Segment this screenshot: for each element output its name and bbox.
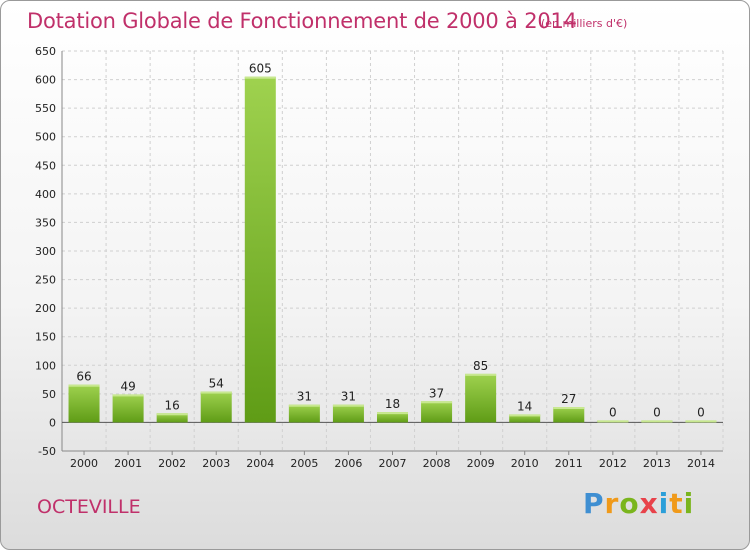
y-tick-label: -50 (38, 445, 56, 458)
x-tick-label: 2013 (643, 457, 671, 470)
value-label: 14 (517, 399, 532, 413)
bar-highlight (465, 373, 497, 376)
x-tick-label: 2005 (290, 457, 318, 470)
bar-highlight (200, 391, 232, 394)
y-tick-label: 500 (35, 131, 56, 144)
bar (377, 412, 408, 423)
y-tick-label: 300 (35, 245, 56, 258)
bar (509, 414, 541, 423)
x-tick-label: 2009 (467, 457, 495, 470)
gridlines (61, 50, 724, 452)
value-label: 18 (385, 397, 400, 411)
logo-letter: t (669, 487, 684, 520)
bar-highlight (68, 384, 100, 387)
bar-highlight (288, 404, 320, 407)
x-tick-label: 2010 (511, 457, 539, 470)
x-tick-label: 2012 (599, 457, 627, 470)
value-label: 27 (561, 392, 576, 406)
y-tick-label: 0 (49, 416, 56, 429)
bar (332, 404, 364, 423)
x-tick-label: 2011 (555, 457, 583, 470)
bar (156, 413, 188, 423)
value-label: 0 (697, 405, 705, 419)
y-tick-label: 50 (42, 388, 56, 401)
unit-note: (en milliers d'€) (541, 17, 628, 30)
y-tick-label: 450 (35, 159, 56, 172)
y-tick-label: 550 (35, 102, 56, 115)
y-tick-label: 100 (35, 359, 56, 372)
bar (68, 384, 100, 423)
logo-letter: r (604, 487, 620, 520)
bar (421, 401, 453, 423)
bar-highlight (244, 76, 276, 79)
y-tick-label: 600 (35, 74, 56, 87)
y-tick-label: 350 (35, 216, 56, 229)
y-tick-label: 400 (35, 188, 56, 201)
axes: -50 0 50 100 150 200 250 300 350 400 450 500 550 600 6… (35, 45, 723, 470)
bar-highlight (421, 401, 453, 404)
value-label: 0 (653, 405, 661, 419)
logo-letter: i (658, 487, 670, 520)
bar (553, 407, 585, 423)
y-tick-label: 250 (35, 274, 56, 287)
bar-highlight (377, 412, 408, 415)
value-label: 85 (473, 359, 488, 373)
value-label: 605 (249, 62, 272, 76)
bar (200, 391, 232, 423)
bar-highlight (641, 420, 673, 423)
bar (288, 404, 320, 423)
value-label: 66 (76, 370, 91, 384)
x-tick-label: 2002 (158, 457, 186, 470)
commune-name: OCTEVILLE (37, 496, 141, 518)
value-label: 49 (120, 379, 135, 393)
logo-letter: i (683, 487, 695, 520)
y-tick-label: 150 (35, 331, 56, 344)
chart-title: Dotation Globale de Fonctionnement de 20… (27, 9, 577, 33)
bar (244, 76, 276, 423)
value-label: 16 (165, 398, 180, 412)
x-tick-label: 2008 (423, 457, 451, 470)
value-label: 0 (609, 405, 617, 419)
proxiti-logo: Proxiti (583, 487, 694, 520)
y-tick-label: 200 (35, 302, 56, 315)
logo-letter: o (619, 487, 640, 520)
bar-highlight (597, 420, 629, 423)
value-label: 54 (209, 377, 224, 391)
bar (112, 394, 144, 423)
x-tick-label: 2003 (202, 457, 230, 470)
x-tick-label: 2000 (70, 457, 98, 470)
data-labels: 66 49 16 54 605 31 31 18 37 85 14 27 0 0 0 (76, 62, 704, 420)
logo-letter: P (583, 487, 605, 520)
bar-highlight (553, 407, 585, 409)
x-tick-label: 2007 (379, 457, 407, 470)
bar-highlight (509, 414, 541, 417)
bars (68, 76, 717, 423)
x-tick-label: 2014 (687, 457, 715, 470)
value-label: 31 (341, 390, 356, 404)
value-label: 31 (297, 390, 312, 404)
x-tick-label: 2006 (334, 457, 362, 470)
bar-highlight (685, 420, 717, 423)
logo-letter: x (639, 487, 659, 520)
x-tick-label: 2001 (114, 457, 142, 470)
bar-highlight (156, 413, 188, 416)
bar-highlight (332, 404, 364, 407)
value-label: 37 (429, 386, 444, 400)
x-tick-label: 2004 (246, 457, 274, 470)
bar (465, 373, 497, 423)
bar-highlight (112, 394, 144, 397)
y-tick-label: 650 (35, 45, 56, 58)
